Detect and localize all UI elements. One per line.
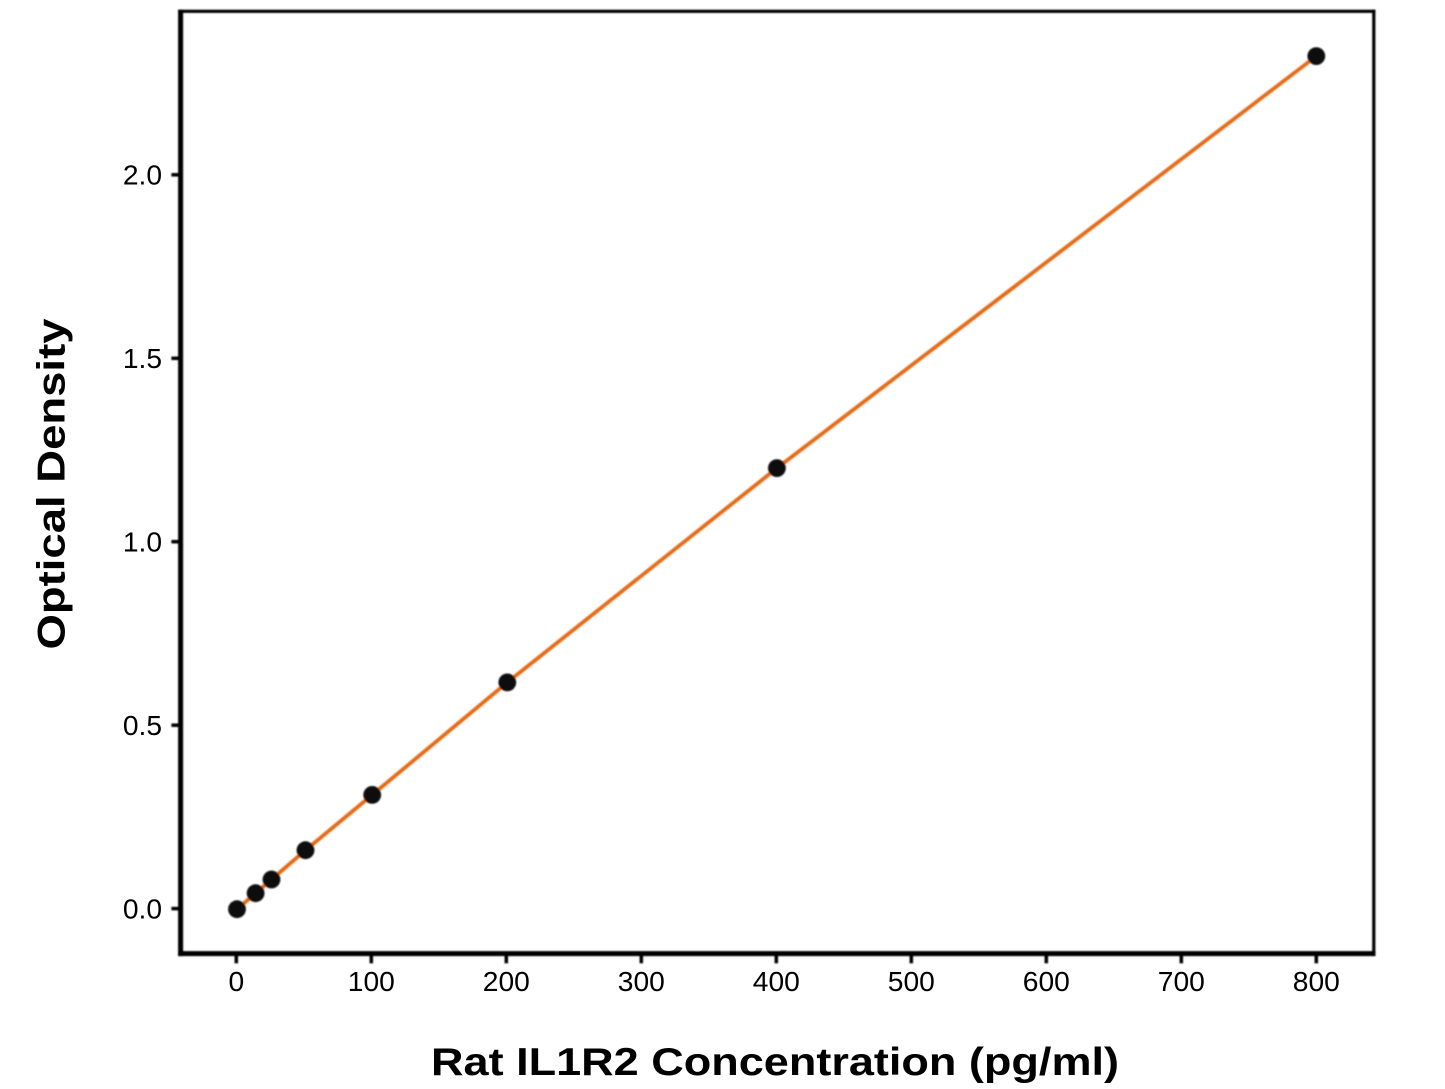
svg-text:Rat IL1R2 Concentration (pg/ml: Rat IL1R2 Concentration (pg/ml) [431, 1041, 1119, 1084]
svg-text:1.0: 1.0 [123, 525, 162, 557]
svg-text:400: 400 [753, 965, 800, 997]
svg-text:600: 600 [1023, 965, 1070, 997]
svg-text:200: 200 [483, 965, 530, 997]
svg-text:100: 100 [348, 965, 395, 997]
svg-text:0.0: 0.0 [123, 892, 162, 924]
svg-text:2.0: 2.0 [123, 159, 162, 191]
svg-text:300: 300 [618, 965, 665, 997]
svg-text:800: 800 [1293, 965, 1340, 997]
svg-text:Optical Density: Optical Density [31, 318, 74, 650]
svg-text:700: 700 [1158, 965, 1205, 997]
svg-text:1.5: 1.5 [123, 342, 162, 374]
svg-text:0: 0 [228, 965, 244, 997]
svg-text:0.5: 0.5 [123, 709, 162, 741]
svg-text:500: 500 [888, 965, 935, 997]
